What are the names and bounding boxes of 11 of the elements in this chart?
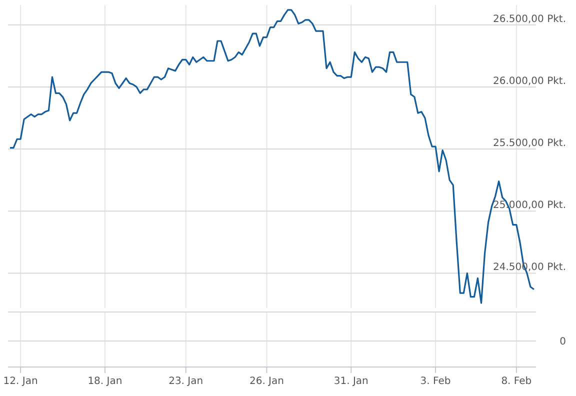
- y-tick-label: 26.500,00 Pkt.: [493, 14, 566, 25]
- x-tick-label: 3. Feb: [420, 376, 451, 387]
- x-tick-label: 26. Jan: [249, 376, 284, 387]
- text: 0: [560, 336, 566, 348]
- y-tick-label: 26.000,00 Pkt.: [493, 76, 566, 87]
- x-tick-label: 18. Jan: [88, 376, 122, 387]
- x-tick-label: 8. Feb: [501, 376, 532, 387]
- x-tick-label: 23. Jan: [168, 376, 204, 387]
- y-tick-label: 25.500,00 Pkt.: [493, 138, 566, 150]
- x-tick-label: 12. Jan: [3, 376, 38, 387]
- x-tick-label: 31. Jan: [334, 376, 368, 387]
